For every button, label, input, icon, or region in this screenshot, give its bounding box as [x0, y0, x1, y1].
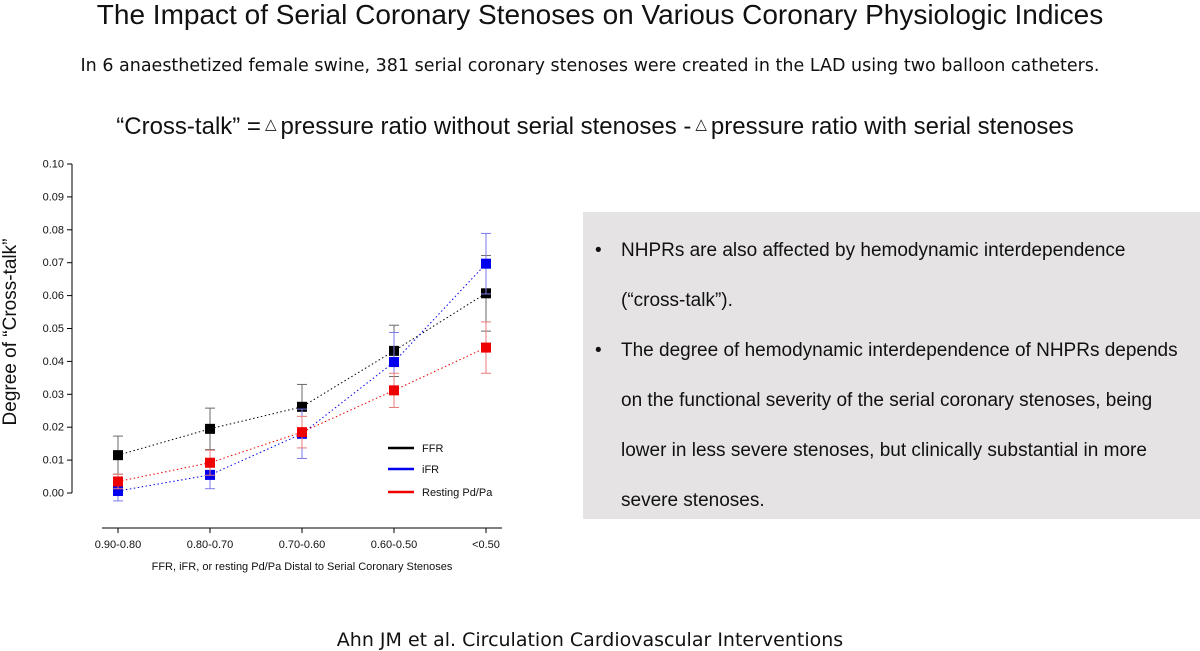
x-tick-label: 0.70-0.60 — [279, 539, 325, 551]
delta-triangle-icon: △ — [264, 116, 277, 133]
y-tick-label: 0.03 — [43, 389, 64, 401]
x-tick-label: <0.50 — [472, 539, 500, 551]
data-point — [481, 342, 491, 353]
legend-label: FFR — [422, 443, 443, 455]
summary-bullet-2: • The degree of hemodynamic interdependen… — [595, 326, 1184, 526]
slide-title: The Impact of Serial Coronary Stenoses o… — [96, 0, 1104, 30]
legend-label: iFR — [422, 464, 439, 476]
summary-bullet-1: • NHPRs are also affected by hemodynamic … — [595, 226, 1184, 326]
data-point — [113, 486, 123, 497]
y-tick-label: 0.08 — [43, 224, 64, 236]
formula-term-without: pressure ratio without serial stenoses - — [280, 113, 692, 140]
formula-term-with: pressure ratio with serial stenoses — [710, 113, 1074, 140]
y-tick-label: 0.00 — [43, 488, 64, 500]
x-tick-label: 0.60-0.50 — [371, 539, 417, 551]
slide-subtitle: In 6 anaesthetized female swine, 381 ser… — [80, 56, 1100, 76]
y-tick-label: 0.10 — [43, 159, 64, 171]
y-axis-title: Degree of “Cross-talk” — [0, 239, 21, 426]
delta-triangle-icon: △ — [695, 116, 707, 133]
summary-bullet-list: • NHPRs are also affected by hemodynamic … — [595, 226, 1184, 526]
data-point — [205, 457, 215, 468]
data-point — [205, 423, 215, 434]
cross-talk-chart: 0.00 0.01 0.02 0.03 0.04 0.05 0.06 0.07 0.08 0.09… — [0, 159, 502, 573]
data-point — [389, 357, 399, 368]
cross-talk-formula: “Cross-talk” = △ pressure ratio without se… — [0, 113, 1190, 141]
y-tick-label: 0.05 — [43, 323, 64, 335]
data-point — [113, 450, 123, 461]
y-tick-label: 0.07 — [43, 257, 64, 269]
y-tick-label: 0.02 — [43, 422, 64, 434]
formula-lhs: “Cross-talk” = — [116, 113, 261, 140]
y-tick-label: 0.09 — [43, 191, 64, 203]
legend-label: Resting Pd/Pa — [422, 487, 493, 499]
data-point — [481, 258, 491, 269]
x-tick-label: 0.80-0.70 — [187, 539, 233, 551]
data-point — [389, 385, 399, 396]
y-tick-label: 0.04 — [43, 356, 64, 368]
summary-bullet-text: NHPRs are also affected by hemodynamic i… — [621, 240, 1126, 311]
x-tick-label: 0.90-0.80 — [95, 539, 141, 551]
y-tick-label: 0.01 — [43, 455, 64, 467]
summary-callout: • NHPRs are also affected by hemodynamic … — [583, 212, 1200, 519]
data-point — [297, 427, 307, 438]
summary-bullet-text: The degree of hemodynamic interdependenc… — [621, 340, 1178, 511]
x-axis-title: FFR, iFR, or resting Pd/Pa Distal to Ser… — [152, 561, 453, 573]
bullet-icon: • — [595, 340, 602, 361]
y-tick-label: 0.06 — [43, 290, 64, 302]
citation: Ahn JM et al. Circulation Cardiovascular… — [336, 629, 844, 651]
bullet-icon: • — [595, 240, 602, 261]
data-point — [113, 476, 123, 487]
data-point — [297, 401, 307, 412]
